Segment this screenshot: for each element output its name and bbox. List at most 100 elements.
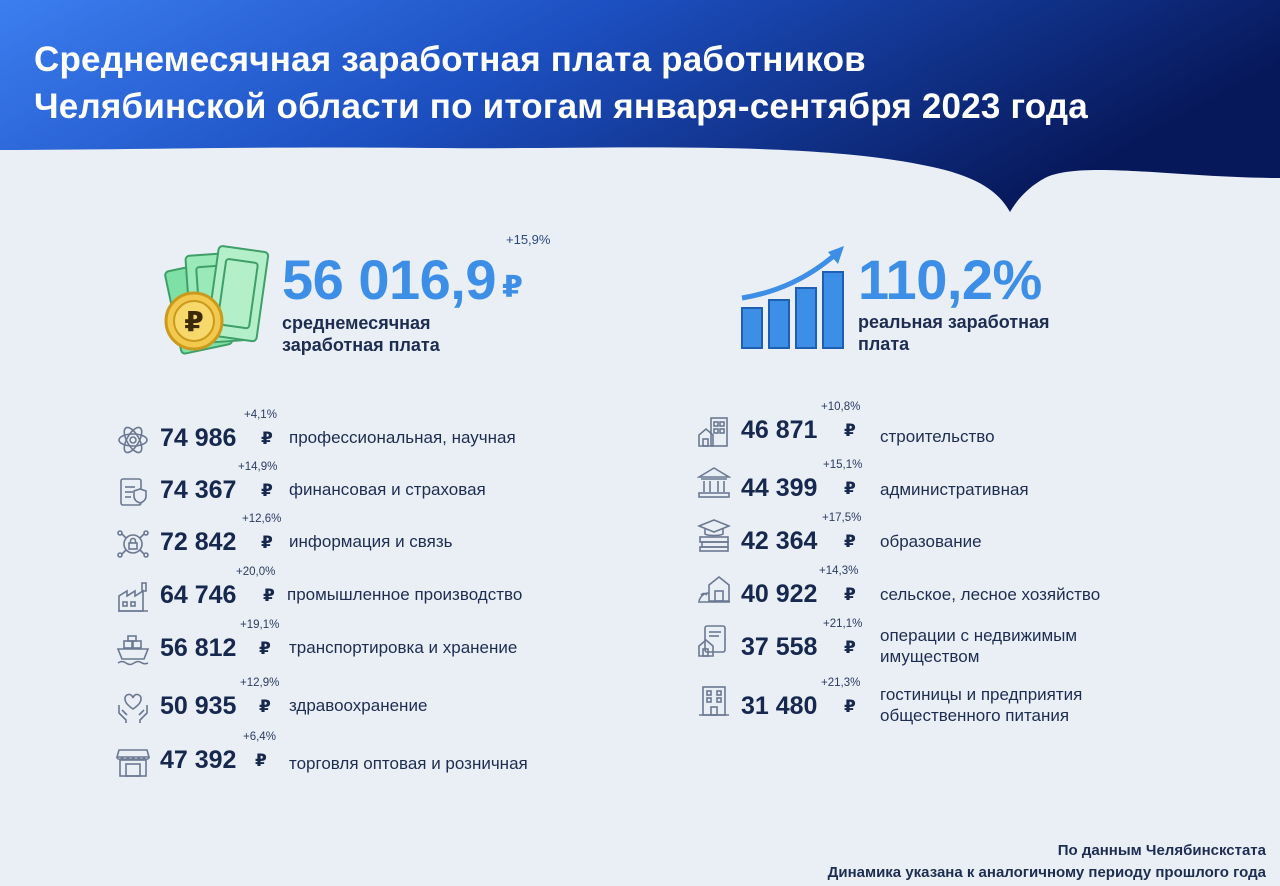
shop-icon <box>116 749 150 777</box>
ruble-sign: ₽ <box>261 481 273 500</box>
sector-label: административная <box>880 479 1029 500</box>
ruble-sign: ₽ <box>844 421 856 440</box>
sector-value: 46 871 <box>741 416 818 444</box>
sector-value: 31 480 <box>741 692 818 720</box>
list-item: 42 364 ₽ +17,5% образование <box>697 512 1157 562</box>
sector-value: 74 367 <box>160 476 237 504</box>
sector-label-line-2: общественного питания <box>880 706 1070 725</box>
sector-value: 37 558 <box>741 633 818 661</box>
sector-value: 47 392 <box>160 746 237 774</box>
house-document-icon <box>698 625 726 657</box>
list-item: 64 746 ₽ +20,0% промышленное производств… <box>116 566 596 614</box>
ruble-sign: ₽ <box>844 638 856 657</box>
ruble-sign: ₽ <box>844 697 856 716</box>
sector-value: 72 842 <box>160 528 237 556</box>
title-line-1: Среднемесячная заработная плата работник… <box>34 40 866 79</box>
sector-label-line-1: строительство <box>880 427 995 446</box>
cargo-ship-icon <box>116 635 150 666</box>
average-salary-label-line-1: среднемесячная <box>282 313 431 333</box>
hotel-icon <box>699 686 729 716</box>
sector-change: +14,9% <box>238 461 278 473</box>
farm-icon <box>698 575 730 603</box>
sector-label: транспортировка и хранение <box>289 638 518 657</box>
sector-value: 40 922 <box>741 580 818 608</box>
ruble-sign: ₽ <box>261 533 273 552</box>
sector-label: операции с недвижимым имуществом <box>880 625 1077 667</box>
footer-source: По данным Челябинскстата <box>1057 842 1266 859</box>
graduation-books-icon <box>697 519 731 552</box>
hands-heart-icon <box>118 693 148 723</box>
sector-label-line-1: сельское, лесное хозяйство <box>880 585 1101 604</box>
sector-change: +21,1% <box>823 618 863 630</box>
list-item: 74 986 ₽ +4,1% профессиональная, научная <box>116 409 596 457</box>
list-item: 56 812 ₽ +19,1% транспортировка и хранен… <box>116 619 596 667</box>
list-item: 46 871 ₽ +10,8% строительство <box>697 401 1157 451</box>
sector-label: строительство <box>880 426 995 447</box>
average-salary-number: 56 016,9 <box>282 248 496 311</box>
ruble-sign: ₽ <box>259 697 271 716</box>
sector-change: +20,0% <box>236 566 276 578</box>
sector-label: гостиницы и предприятия общественного пи… <box>880 684 1082 726</box>
svg-text:₽: ₽ <box>184 305 203 338</box>
real-salary-label-line-2: плата <box>858 334 910 354</box>
list-item: 47 392 ₽ +6,4% торговля оптовая и рознич… <box>116 731 596 779</box>
sector-value: 56 812 <box>160 634 237 662</box>
sector-label: информация и связь <box>289 532 453 551</box>
sector-value: 50 935 <box>160 692 237 720</box>
list-item: 44 399 ₽ +15,1% административная <box>697 459 1157 509</box>
sector-label: здравоохранение <box>289 696 428 715</box>
sector-label-line-1: операции с недвижимым <box>880 626 1078 645</box>
page-title: Среднемесячная заработная плата работник… <box>34 36 1274 130</box>
government-building-icon <box>697 467 731 498</box>
ruble-sign: ₽ <box>255 751 267 770</box>
sector-change: +17,5% <box>822 512 862 524</box>
footer-note-text: Динамика указана к аналогичному периоду … <box>827 864 1266 881</box>
network-lock-icon <box>117 530 149 558</box>
sector-value: 74 986 <box>160 424 237 452</box>
sector-value: 42 364 <box>741 527 818 555</box>
average-salary-value: 56 016,9 ₽ <box>282 248 523 320</box>
sector-change: +10,8% <box>821 401 861 413</box>
real-salary-label: реальная заработная плата <box>858 311 1050 355</box>
sector-value: 64 746 <box>160 581 237 609</box>
ruble-sign: ₽ <box>501 271 523 304</box>
sector-change: +14,3% <box>819 565 859 577</box>
sector-change: +4,1% <box>244 409 277 421</box>
growth-chart-icon <box>741 246 844 349</box>
sector-label: финансовая и страховая <box>289 480 486 499</box>
sector-change: +12,6% <box>242 513 282 525</box>
list-item: 40 922 ₽ +14,3% сельское, лесное хозяйст… <box>697 565 1157 615</box>
sector-change: +6,4% <box>243 731 276 743</box>
ruble-sign: ₽ <box>844 585 856 604</box>
sector-label: промышленное производство <box>287 585 523 604</box>
list-item: 72 842 ₽ +12,6% информация и связь <box>116 513 596 561</box>
sector-change: +21,3% <box>821 677 861 689</box>
sector-label-line-2: имуществом <box>880 647 980 666</box>
real-salary-value: 110,2% <box>858 248 1042 311</box>
ruble-sign: ₽ <box>261 429 273 448</box>
list-item: 37 558 ₽ +21,1% операции с недвижимым им… <box>697 618 1157 678</box>
sector-change: +15,1% <box>823 459 863 471</box>
list-item: 31 480 ₽ +21,3% гостиницы и предприятия … <box>697 677 1157 737</box>
average-salary-change: +15,9% <box>506 232 551 247</box>
average-salary-label-line-2: заработная плата <box>282 335 440 355</box>
sector-value: 44 399 <box>741 474 818 502</box>
sector-label: сельское, лесное хозяйство <box>880 584 1100 605</box>
list-item: 74 367 ₽ +14,9% финансовая и страховая <box>116 461 596 509</box>
atom-icon <box>118 426 148 454</box>
sector-label: торговля оптовая и розничная <box>289 754 528 773</box>
ruble-sign: ₽ <box>844 532 856 551</box>
sector-label-line-1: гостиницы и предприятия <box>880 685 1083 704</box>
list-item: 50 935 ₽ +12,9% здравоохранение <box>116 677 596 725</box>
sector-label-line-1: административная <box>880 480 1029 499</box>
ruble-sign: ₽ <box>263 586 275 605</box>
average-salary-label: среднемесячная заработная плата <box>282 312 440 356</box>
sector-label: профессиональная, научная <box>289 428 516 447</box>
header-banner <box>0 0 1280 212</box>
sector-label-line-1: образование <box>880 532 982 551</box>
sector-label: образование <box>880 531 982 552</box>
real-salary-label-line-1: реальная заработная <box>858 312 1050 332</box>
buildings-icon <box>698 417 728 447</box>
ruble-sign: ₽ <box>259 639 271 658</box>
money-coin-icon: ₽ <box>164 245 270 355</box>
